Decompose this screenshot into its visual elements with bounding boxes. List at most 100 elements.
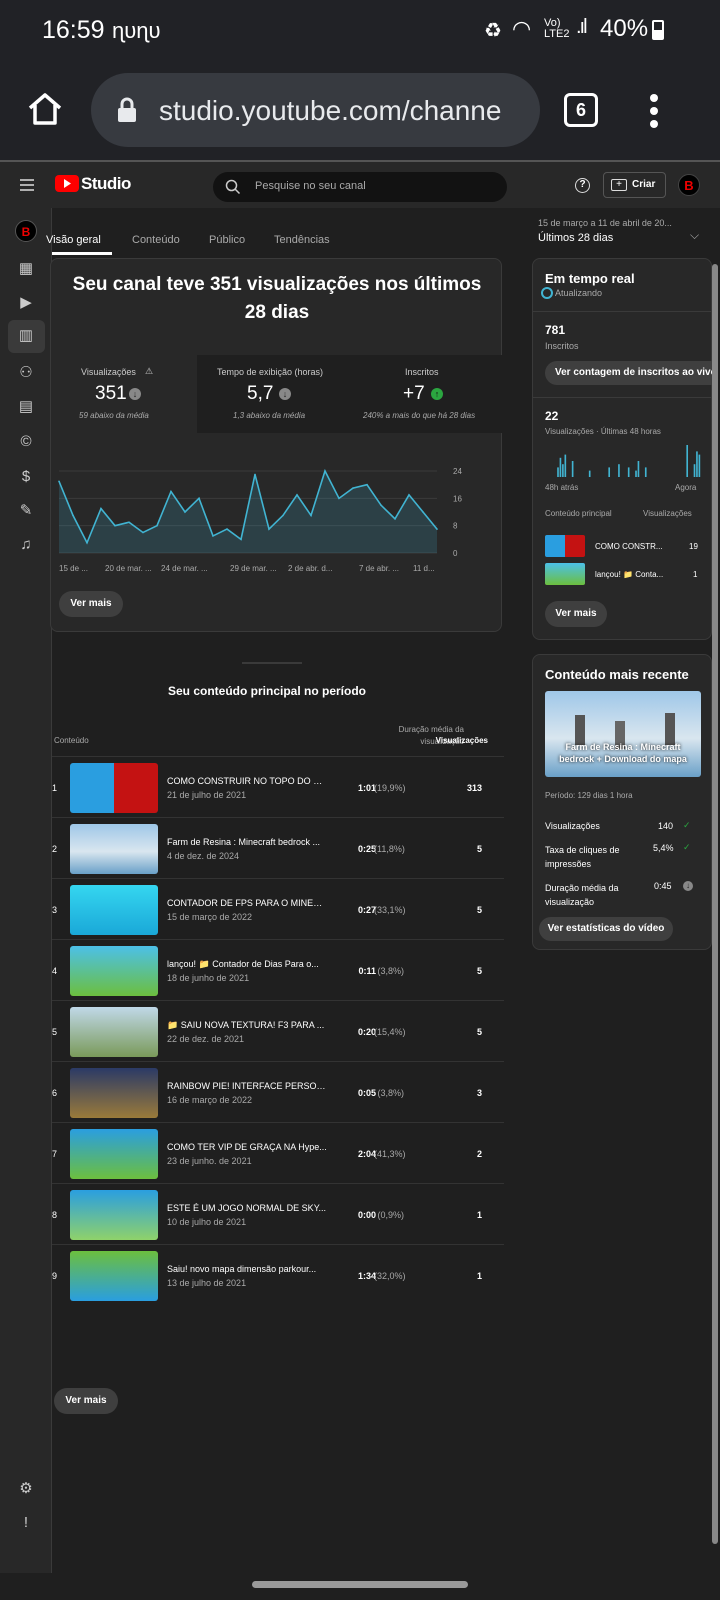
customization-icon[interactable]: ✎	[19, 502, 33, 519]
chart-point[interactable]	[72, 514, 74, 517]
channel-avatar[interactable]: B	[15, 220, 37, 242]
chart-point[interactable]	[240, 538, 242, 541]
video-thumbnail[interactable]	[70, 1129, 158, 1179]
realtime-bar[interactable]	[564, 454, 567, 477]
realtime-bar[interactable]	[627, 467, 630, 477]
video-thumbnail[interactable]	[70, 1068, 158, 1118]
realtime-more-button[interactable]: Ver mais	[545, 601, 607, 627]
copyright-icon[interactable]: ©	[20, 433, 32, 450]
row-title[interactable]: Farm de Resina : Minecraft bedrock ...	[167, 837, 321, 847]
content-icon[interactable]: ▶	[20, 294, 32, 311]
video-thumbnail[interactable]	[70, 1251, 158, 1301]
col-views-header[interactable]: Visualizações	[435, 736, 488, 745]
chart-point[interactable]	[142, 531, 144, 534]
live-subs-button[interactable]: Ver contagem de inscritos ao vivo	[545, 361, 713, 385]
chart-point[interactable]	[254, 473, 256, 476]
row-title[interactable]: COMO TER VIP DE GRAÇA NA Hype...	[167, 1142, 327, 1152]
realtime-bar[interactable]	[588, 470, 591, 477]
tab-overview[interactable]: Visão geral	[46, 234, 101, 246]
video-thumbnail[interactable]	[70, 1190, 158, 1240]
row-title[interactable]: CONTADOR DE FPS PARA O MINEC...	[167, 898, 327, 908]
chart-point[interactable]	[282, 514, 284, 517]
views-chart[interactable]: 0 8 16 24 15 de ... 20 de mar. ... 24 de mar. …	[55, 465, 499, 583]
video-thumbnail[interactable]	[70, 946, 158, 996]
realtime-bar[interactable]	[637, 461, 640, 477]
realtime-bar[interactable]	[571, 461, 574, 477]
chart-point[interactable]	[170, 490, 172, 493]
video-stats-button[interactable]: Ver estatísticas do vídeo	[539, 917, 673, 941]
metric-views[interactable]: Visualizações ⚠ 351 ↓ 59 abaixo da média	[51, 355, 197, 433]
table-row[interactable]: 8 ESTE É UM JOGO NORMAL DE SKY... 10 de …	[52, 1183, 504, 1244]
realtime-bar[interactable]	[608, 467, 611, 477]
metric-watch-time[interactable]: Tempo de exibição (horas) 5,7 ↓ 1,3 abai…	[197, 355, 347, 433]
chart-point[interactable]	[352, 487, 354, 489]
realtime-bar[interactable]	[696, 451, 698, 477]
chart-point[interactable]	[296, 494, 298, 496]
account-avatar[interactable]: B	[678, 174, 700, 196]
feedback-icon[interactable]: !	[23, 1514, 29, 1531]
settings-icon[interactable]: ⚙	[19, 1480, 33, 1497]
chart-point[interactable]	[114, 524, 116, 527]
subtitles-icon[interactable]: ▤	[18, 398, 34, 415]
home-icon[interactable]	[26, 90, 64, 128]
chart-point[interactable]	[436, 528, 438, 530]
realtime-bar[interactable]	[698, 454, 701, 477]
video-thumbnail[interactable]	[70, 885, 158, 935]
latest-video-thumbnail[interactable]: Farm de Resina : Minecraft bedrock + Dow…	[545, 691, 701, 777]
address-bar[interactable]: studio.youtube.com/channe	[91, 73, 540, 147]
chart-point[interactable]	[226, 528, 228, 530]
tab-audience[interactable]: Público	[209, 234, 246, 246]
realtime-bar[interactable]	[693, 464, 696, 477]
chart-point[interactable]	[58, 480, 60, 483]
realtime-bar[interactable]	[562, 464, 564, 477]
chart-point[interactable]	[380, 504, 382, 506]
table-row[interactable]: 3 CONTADOR DE FPS PARA O MINEC... 15 de …	[52, 878, 504, 939]
chart-point[interactable]	[86, 541, 88, 544]
table-row[interactable]: 9 Saiu! novo mapa dimensão parkour... 13…	[52, 1244, 504, 1305]
analytics-nav-selected[interactable]: ▥	[8, 320, 45, 353]
realtime-bar[interactable]	[618, 464, 620, 477]
help-icon[interactable]: ?	[575, 178, 590, 193]
realtime-bar[interactable]	[557, 467, 559, 477]
video-thumbnail[interactable]	[70, 1007, 158, 1057]
chart-point[interactable]	[198, 497, 200, 500]
top-content-more-button[interactable]: Ver mais	[54, 1388, 118, 1414]
tab-trends[interactable]: Tendências	[274, 234, 330, 246]
metric-subscribers[interactable]: Inscritos +7 ↑ 240% a mais do que há 28 …	[347, 355, 503, 433]
chart-point[interactable]	[338, 497, 340, 500]
row-title[interactable]: COMO CONSTRUIR NO TOPO DO N...	[167, 776, 327, 786]
chart-point[interactable]	[156, 524, 158, 527]
realtime-bar[interactable]	[635, 470, 637, 477]
dashboard-icon[interactable]: ▦	[18, 260, 34, 277]
row-title[interactable]: RAINBOW PIE! INTERFACE PERSON...	[167, 1081, 327, 1091]
chart-point[interactable]	[100, 507, 102, 510]
realtime-bar[interactable]	[559, 457, 562, 477]
row-title[interactable]: 📁 SAIU NOVA TEXTURA! F3 PARA ...	[167, 1020, 325, 1030]
chart-point[interactable]	[212, 535, 214, 537]
more-vert-icon[interactable]	[648, 92, 660, 132]
chart-point[interactable]	[268, 528, 270, 530]
channel-search-input[interactable]: Pesquise no seu canal	[213, 172, 507, 202]
table-row[interactable]: 4 lançou! 📁 Contador de Dias Para o... 1…	[52, 939, 504, 1000]
tab-content[interactable]: Conteúdo	[132, 234, 180, 246]
overview-more-button[interactable]: Ver mais	[59, 591, 123, 617]
chart-point[interactable]	[128, 521, 130, 524]
community-icon[interactable]: ⚇	[19, 364, 33, 381]
row-title[interactable]: ESTE É UM JOGO NORMAL DE SKY...	[167, 1203, 327, 1213]
realtime-bar[interactable]	[686, 445, 689, 477]
video-thumbnail[interactable]	[70, 763, 158, 813]
chart-point[interactable]	[394, 518, 396, 520]
earn-icon[interactable]: $	[21, 468, 31, 485]
chart-point[interactable]	[422, 511, 424, 513]
table-row[interactable]: 7 COMO TER VIP DE GRAÇA NA Hype... 23 de…	[52, 1122, 504, 1183]
gesture-handle[interactable]	[252, 1581, 468, 1588]
chart-point[interactable]	[366, 483, 368, 486]
chart-point[interactable]	[324, 470, 326, 472]
chart-point[interactable]	[408, 494, 410, 496]
realtime-bar-chart[interactable]	[545, 445, 701, 477]
tab-switcher-button[interactable]: 6	[564, 93, 598, 127]
realtime-top-item[interactable]: COMO CONSTR... 19	[545, 535, 711, 557]
table-row[interactable]: 2 Farm de Resina : Minecraft bedrock ...…	[52, 817, 504, 878]
row-title[interactable]: Saiu! novo mapa dimensão parkour...	[167, 1264, 317, 1274]
realtime-bar[interactable]	[644, 467, 647, 477]
